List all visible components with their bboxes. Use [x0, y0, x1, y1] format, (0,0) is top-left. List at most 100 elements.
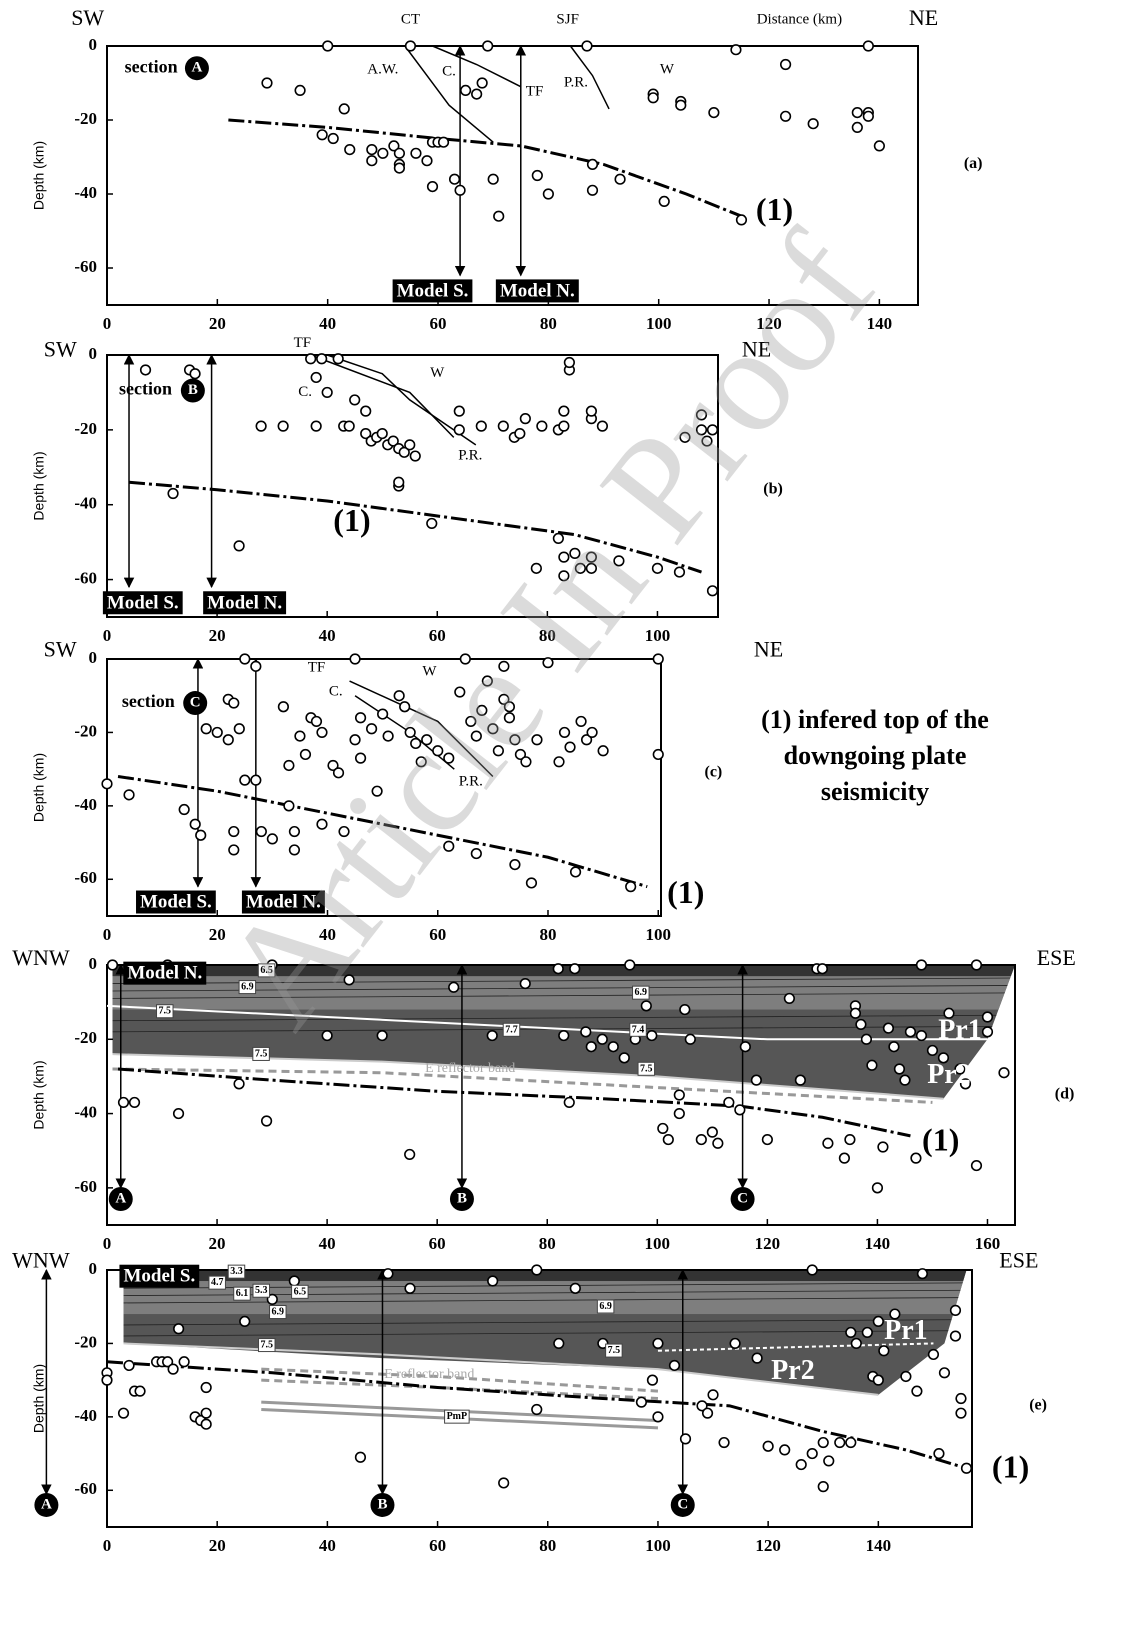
- x-tick-label: 80: [539, 626, 556, 645]
- earthquake: [486, 1029, 498, 1042]
- x-tick-label: 20: [209, 626, 226, 645]
- earthquake: [750, 1074, 762, 1086]
- earthquake: [695, 424, 708, 436]
- annotation: Model S.: [107, 592, 179, 613]
- earthquake: [200, 1381, 212, 1394]
- earthquake: [162, 1356, 174, 1368]
- earthquake: [404, 1148, 416, 1161]
- earthquake: [695, 1133, 707, 1146]
- label-box: [392, 279, 473, 303]
- x-tick-label: 100: [645, 925, 671, 944]
- earthquake: [900, 1370, 912, 1383]
- x-tick-label: 60: [429, 1536, 446, 1555]
- earthquake: [134, 1385, 146, 1397]
- annotation: P.R.: [459, 773, 483, 789]
- earthquake: [949, 1304, 962, 1316]
- earthquake: [509, 734, 521, 746]
- annotation: C: [677, 1496, 688, 1512]
- earthquake: [954, 1063, 966, 1075]
- velocity-model: [107, 1270, 967, 1395]
- earthquake: [189, 368, 201, 380]
- earthquake: [916, 1268, 929, 1280]
- earthquake: [536, 420, 548, 432]
- earthquake: [387, 435, 399, 447]
- x-tick-label: 0: [103, 1536, 112, 1555]
- earthquake: [558, 405, 570, 417]
- earthquake: [327, 759, 339, 772]
- x-tick-label: 80: [539, 1234, 556, 1253]
- earthquake: [471, 88, 483, 100]
- earthquake: [123, 1359, 135, 1372]
- earthquake: [817, 1436, 829, 1449]
- earthquake: [614, 173, 626, 185]
- earthquake: [316, 353, 328, 365]
- earthquake: [575, 715, 587, 728]
- earthquake: [657, 1122, 669, 1135]
- earthquake: [305, 353, 317, 365]
- earthquake: [101, 778, 113, 790]
- x-tick-label: 100: [645, 1536, 671, 1555]
- earthquake: [707, 1389, 719, 1401]
- earthquake: [393, 147, 406, 159]
- earthquake: [404, 439, 416, 451]
- y-tick-label: -20: [74, 109, 97, 128]
- annotation: B: [377, 1496, 387, 1512]
- annotation: CT: [401, 12, 420, 28]
- earthquake: [712, 1137, 724, 1149]
- earthquake: [849, 1007, 862, 1019]
- annotation: (1): [922, 1122, 959, 1158]
- y-tick-label: -60: [74, 868, 97, 887]
- earthquake: [222, 734, 234, 746]
- earthquake: [239, 1315, 251, 1327]
- earthquake: [299, 748, 312, 761]
- earthquake: [310, 715, 323, 728]
- earthquake: [398, 446, 410, 458]
- earthquake: [624, 959, 636, 971]
- earthquake: [283, 759, 295, 772]
- annotation: A: [192, 60, 203, 76]
- x-tick-label: 80: [539, 1536, 556, 1555]
- earthquake: [585, 1041, 597, 1053]
- x-tick-label: 40: [319, 1536, 336, 1555]
- earthquake: [344, 144, 356, 156]
- earthquake: [904, 1026, 917, 1038]
- annotation: 7.5: [608, 1345, 621, 1356]
- y-axis-label: Depth (km): [31, 1364, 47, 1433]
- earthquake: [845, 1436, 857, 1449]
- x-tick-label: 100: [645, 626, 671, 645]
- annotation: C.: [329, 683, 343, 699]
- earthquake: [553, 1337, 565, 1350]
- y-tick-label: -40: [74, 183, 97, 202]
- annotation: Pr2: [927, 1059, 971, 1090]
- earthquake: [735, 214, 748, 226]
- earthquake: [261, 77, 273, 89]
- earthquake: [128, 1096, 141, 1109]
- x-tick-label: 20: [209, 1234, 226, 1253]
- earthquake: [542, 657, 554, 669]
- earthquake: [482, 40, 494, 52]
- y-tick-label: -40: [74, 494, 97, 513]
- earthquake: [338, 103, 350, 115]
- y-axis-label: Depth (km): [31, 1060, 47, 1129]
- earthquake: [332, 353, 344, 365]
- annotation: Distance (km): [757, 12, 842, 28]
- earthquake: [558, 420, 570, 432]
- earthquake: [260, 1115, 273, 1127]
- earthquake: [585, 405, 597, 417]
- earthquake: [893, 1063, 906, 1075]
- earthquake: [862, 40, 874, 52]
- earthquake: [730, 44, 742, 56]
- earthquake: [310, 420, 322, 432]
- earthquake: [834, 1436, 846, 1449]
- earthquake: [718, 1436, 730, 1449]
- earthquake: [173, 1323, 185, 1335]
- label-box: [241, 890, 325, 914]
- annotation: 6.5: [294, 1286, 307, 1297]
- earthquake: [509, 858, 521, 871]
- earthquake: [409, 450, 421, 462]
- earthquake: [453, 424, 465, 436]
- structure-line: [310, 354, 455, 438]
- earthquake: [872, 1374, 884, 1386]
- earthquake: [574, 562, 586, 574]
- annotation: W: [430, 365, 445, 381]
